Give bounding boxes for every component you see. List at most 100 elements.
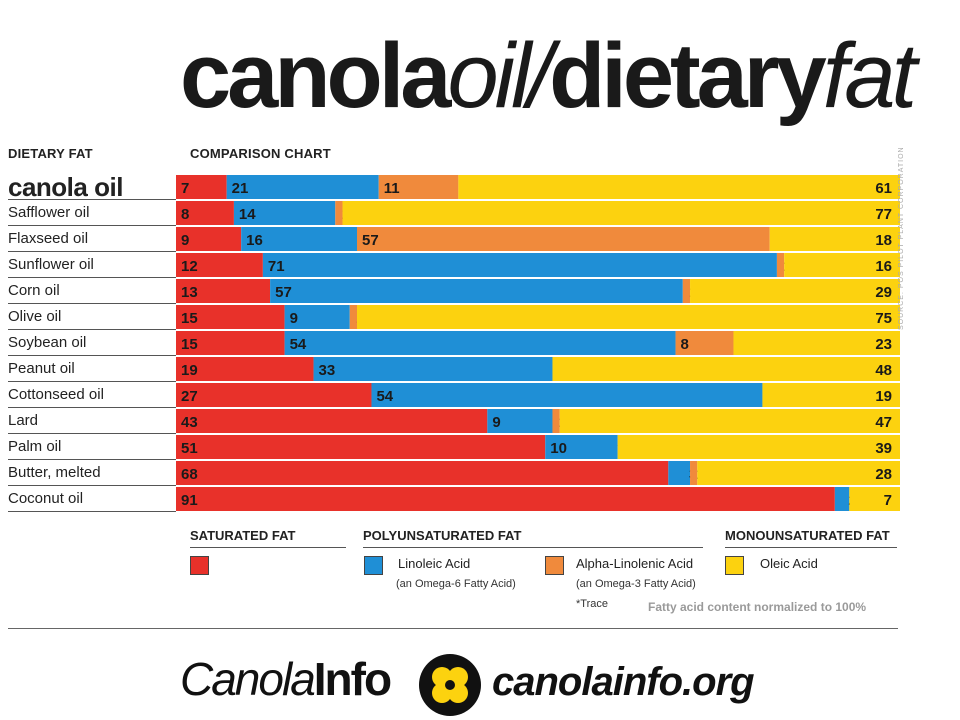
bar-olive-oil-oleic-acid <box>357 305 900 329</box>
bar-coconut-oil-oleic-acid <box>849 487 900 511</box>
value-label-corn-oil-saturated-fat: 13 <box>181 284 198 301</box>
website-url: canolainfo.org <box>492 660 755 704</box>
value-label-safflower-oil-linoleic-acid: 14 <box>239 206 256 223</box>
bar-lard-alpha-linolenic-acid <box>552 409 560 433</box>
normalized-note: Fatty acid content normalized to 100% <box>648 600 867 614</box>
bar-canola-oil-saturated-fat <box>176 175 227 199</box>
value-label-flaxseed-oil-saturated-fat: 9 <box>181 232 189 249</box>
value-label-coconut-oil-saturated-fat: 91 <box>181 492 198 509</box>
value-label-olive-oil-saturated-fat: 15 <box>181 310 198 327</box>
value-label-sunflower-oil-saturated-fat: 12 <box>181 258 198 275</box>
bar-palm-oil-linoleic-acid <box>545 435 618 459</box>
value-label-cottonseed-oil-oleic-acid: 19 <box>875 388 892 405</box>
category-label-coconut-oil: Coconut oil <box>8 486 176 512</box>
bar-soybean-oil-linoleic-acid <box>284 331 676 355</box>
value-label-lard-linoleic-acid: 9 <box>492 414 500 431</box>
bar-cottonseed-oil-linoleic-acid <box>371 383 763 407</box>
value-label-soybean-oil-saturated-fat: 15 <box>181 336 198 353</box>
value-label-peanut-oil-oleic-acid: 48 <box>875 362 892 379</box>
value-label-soybean-oil-alpha-linolenic-acid: 8 <box>681 336 689 353</box>
value-label-safflower-oil-saturated-fat: 8 <box>181 206 189 223</box>
value-label-palm-oil-saturated-fat: 51 <box>181 440 198 457</box>
bar-sunflower-oil-oleic-acid <box>784 253 900 277</box>
legend-saturated-title: SATURATED FAT <box>190 528 346 548</box>
bar-cottonseed-oil-saturated-fat <box>176 383 372 407</box>
bar-butter-melted-oleic-acid <box>697 461 900 485</box>
value-label-coconut-oil-oleic-acid: 7 <box>884 492 892 509</box>
bar-corn-oil-linoleic-acid <box>270 279 683 303</box>
bar-olive-oil-saturated-fat <box>176 305 285 329</box>
category-label-soybean-oil: Soybean oil <box>8 330 176 356</box>
bar-corn-oil-alpha-linolenic-acid <box>682 279 691 303</box>
bar-safflower-oil-linoleic-acid <box>233 201 336 225</box>
comparison-chart-header: COMPARISON CHART <box>190 146 331 161</box>
bar-peanut-oil-saturated-fat <box>176 357 314 381</box>
category-label-canola-oil: canola oil <box>8 174 176 200</box>
bar-soybean-oil-alpha-linolenic-acid <box>675 331 734 355</box>
value-label-cottonseed-oil-saturated-fat: 27 <box>181 388 198 405</box>
category-label-cottonseed-oil: Cottonseed oil <box>8 382 176 408</box>
value-label-canola-oil-saturated-fat: 7 <box>181 180 189 197</box>
alpha-linolenic-swatch <box>545 556 564 575</box>
value-label-lard-oleic-acid: 47 <box>875 414 892 431</box>
bar-safflower-oil-alpha-linolenic-acid <box>335 201 343 225</box>
bar-safflower-oil-oleic-acid <box>342 201 900 225</box>
title-oil: oil/ <box>447 25 553 127</box>
value-label-butter-melted-saturated-fat: 68 <box>181 466 198 483</box>
category-label-peanut-oil: Peanut oil <box>8 356 176 382</box>
canolainfo-brand: CanolaInfo <box>180 652 392 706</box>
bar-coconut-oil-saturated-fat <box>176 487 835 511</box>
bar-butter-melted-saturated-fat <box>176 461 669 485</box>
bar-palm-oil-oleic-acid <box>617 435 900 459</box>
value-label-cottonseed-oil-linoleic-acid: 54 <box>376 388 393 405</box>
value-label-peanut-oil-saturated-fat: 19 <box>181 362 198 379</box>
title-canola: canola <box>180 25 451 127</box>
category-label-sunflower-oil: Sunflower oil <box>8 252 176 278</box>
oleic-label: Oleic Acid <box>760 556 818 571</box>
bar-peanut-oil-oleic-acid <box>552 357 900 381</box>
value-label-canola-oil-linoleic-acid: 21 <box>232 180 249 197</box>
bar-soybean-oil-saturated-fat <box>176 331 285 355</box>
value-label-lard-saturated-fat: 43 <box>181 414 198 431</box>
value-label-butter-melted-oleic-acid: 28 <box>875 466 892 483</box>
title-dietary: dietary <box>549 25 827 127</box>
bar-flaxseed-oil-alpha-linolenic-acid <box>357 227 770 251</box>
value-label-palm-oil-oleic-acid: 39 <box>875 440 892 457</box>
bar-peanut-oil-linoleic-acid <box>313 357 553 381</box>
value-label-olive-oil-linoleic-acid: 9 <box>290 310 298 327</box>
bar-canola-oil-linoleic-acid <box>226 175 379 199</box>
legend-mono-title: MONOUNSATURATED FAT <box>725 528 897 548</box>
bar-lard-saturated-fat <box>176 409 488 433</box>
bar-sunflower-oil-alpha-linolenic-acid <box>776 253 785 277</box>
value-label-canola-oil-alpha-linolenic-acid: 11 <box>384 180 400 197</box>
bar-canola-oil-oleic-acid <box>458 175 900 199</box>
linoleic-sublabel: (an Omega-6 Fatty Acid) <box>396 578 516 590</box>
category-label-olive-oil: Olive oil <box>8 304 176 330</box>
value-label-corn-oil-linoleic-acid: 57 <box>275 284 292 301</box>
value-label-corn-oil-oleic-acid: 29 <box>875 284 892 301</box>
value-label-flaxseed-oil-alpha-linolenic-acid: 57 <box>362 232 379 249</box>
bar-palm-oil-saturated-fat <box>176 435 546 459</box>
saturated-swatch <box>190 556 209 575</box>
bar-olive-oil-alpha-linolenic-acid <box>349 305 357 329</box>
bar-olive-oil-linoleic-acid <box>284 305 350 329</box>
category-label-flaxseed-oil: Flaxseed oil <box>8 226 176 252</box>
source-note: SOURCE: POS PILOT PLANT CORPORATION <box>898 146 905 330</box>
legend-poly-title: POLYUNSATURATED FAT <box>363 528 703 548</box>
value-label-olive-oil-oleic-acid: 75 <box>875 310 892 327</box>
linoleic-label: Linoleic Acid <box>398 556 471 571</box>
bar-flaxseed-oil-oleic-acid <box>769 227 900 251</box>
category-label-lard: Lard <box>8 408 176 434</box>
value-label-sunflower-oil-oleic-acid: 16 <box>875 258 892 275</box>
chart-title: canolaoil/dietaryfat <box>180 30 917 122</box>
category-label-safflower-oil: Safflower oil <box>8 200 176 226</box>
dietary-fat-header: DIETARY FAT <box>8 146 93 161</box>
brand-canola: Canola <box>180 653 316 705</box>
canola-flower-logo-icon <box>419 654 481 716</box>
stacked-bar-chart: 7211161814177916571812711161357129159175… <box>176 175 900 512</box>
category-label-palm-oil: Palm oil <box>8 434 176 460</box>
oleic-swatch <box>725 556 744 575</box>
value-label-palm-oil-linoleic-acid: 10 <box>550 440 567 457</box>
bar-flaxseed-oil-linoleic-acid <box>241 227 357 251</box>
bar-soybean-oil-oleic-acid <box>733 331 900 355</box>
